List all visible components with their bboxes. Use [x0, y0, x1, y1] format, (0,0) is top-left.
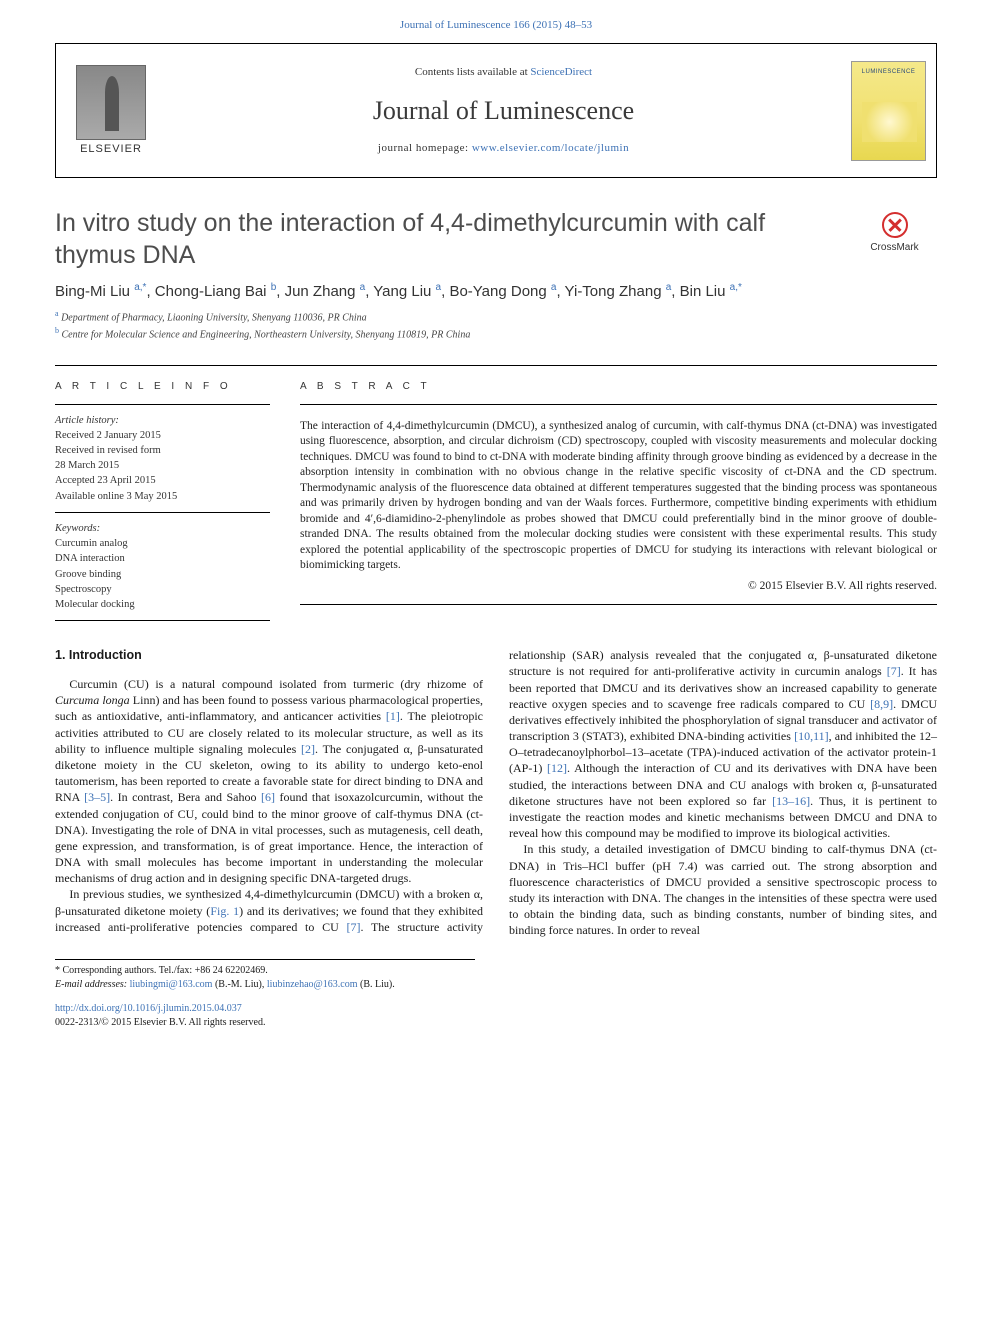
citation-link[interactable]: [3–5]	[84, 790, 110, 804]
info-divider-3	[55, 620, 270, 621]
abstract-divider-bottom	[300, 604, 937, 605]
history-label: Article history:	[55, 413, 270, 428]
citation-link[interactable]: [2]	[301, 742, 315, 756]
abstract-copyright: © 2015 Elsevier B.V. All rights reserved…	[300, 574, 937, 594]
article-history: Article history: Received 2 January 2015…	[55, 405, 270, 512]
body-paragraph: Curcumin (CU) is a natural compound isol…	[55, 676, 483, 886]
elsevier-logo: ELSEVIER	[56, 44, 166, 177]
homepage-pre: journal homepage:	[378, 142, 472, 154]
affil-text-b: Centre for Molecular Science and Enginee…	[62, 330, 471, 341]
corresponding-author: * Corresponding authors. Tel./fax: +86 2…	[55, 964, 475, 978]
homepage-link[interactable]: www.elsevier.com/locate/jlumin	[472, 142, 629, 154]
body-paragraph: In this study, a detailed investigation …	[509, 841, 937, 938]
email-who: (B. Liu).	[357, 979, 394, 990]
history-line: 28 March 2015	[55, 458, 270, 473]
journal-header: ELSEVIER Contents lists available at Sci…	[55, 43, 937, 178]
top-citation: Journal of Luminescence 166 (2015) 48–53	[0, 0, 992, 43]
issn-line: 0022-2313/© 2015 Elsevier B.V. All right…	[55, 1016, 937, 1030]
doi-link[interactable]: http://dx.doi.org/10.1016/j.jlumin.2015.…	[55, 1003, 242, 1014]
affil-text-a: Department of Pharmacy, Liaoning Univers…	[61, 312, 367, 323]
email-label: E-mail addresses:	[55, 979, 130, 990]
keywords-block: Keywords: Curcumin analog DNA interactio…	[55, 513, 270, 620]
keywords-label: Keywords:	[55, 521, 270, 536]
citation-link[interactable]: [6]	[261, 790, 275, 804]
citation-link[interactable]: [7]	[887, 664, 901, 678]
crossmark-icon	[882, 212, 908, 238]
email-link[interactable]: liubingmi@163.com	[130, 979, 213, 990]
journal-name: Journal of Luminescence	[166, 93, 841, 129]
abstract-column: A B S T R A C T The interaction of 4,4-d…	[300, 366, 937, 622]
crossmark-label: CrossMark	[870, 242, 918, 253]
article-info-head: A R T I C L E I N F O	[55, 366, 270, 404]
footnotes: * Corresponding authors. Tel./fax: +86 2…	[55, 959, 475, 992]
affiliation-b: b Centre for Molecular Science and Engin…	[55, 325, 937, 342]
affil-mark-b: b	[55, 326, 59, 335]
cover-thumb	[841, 44, 936, 177]
article-info-column: A R T I C L E I N F O Article history: R…	[55, 366, 270, 622]
keyword: Groove binding	[55, 567, 270, 582]
citation-link[interactable]: [8,9]	[870, 697, 893, 711]
contents-pre: Contents lists available at	[415, 66, 530, 78]
abstract-text: The interaction of 4,4-dimethylcurcumin …	[300, 405, 937, 574]
history-line: Available online 3 May 2015	[55, 489, 270, 504]
history-line: Received 2 January 2015	[55, 428, 270, 443]
email-link[interactable]: liubinzehao@163.com	[267, 979, 358, 990]
header-center: Contents lists available at ScienceDirec…	[166, 44, 841, 177]
contents-line: Contents lists available at ScienceDirec…	[166, 65, 841, 80]
elsevier-tree-icon	[76, 65, 146, 140]
article-title: In vitro study on the interaction of 4,4…	[55, 208, 832, 271]
email-who: (B.-M. Liu),	[212, 979, 266, 990]
abstract-head: A B S T R A C T	[300, 366, 937, 404]
homepage-line: journal homepage: www.elsevier.com/locat…	[166, 141, 841, 156]
citation-link[interactable]: [10,11]	[794, 729, 829, 743]
sciencedirect-link[interactable]: ScienceDirect	[530, 66, 592, 78]
citation-link[interactable]: [13–16]	[772, 794, 810, 808]
keyword: Curcumin analog	[55, 536, 270, 551]
top-citation-link[interactable]: Journal of Luminescence 166 (2015) 48–53	[400, 19, 592, 31]
elsevier-text: ELSEVIER	[80, 142, 142, 157]
cover-image	[851, 61, 926, 161]
crossmark-badge[interactable]: CrossMark	[852, 212, 937, 255]
doi-block: http://dx.doi.org/10.1016/j.jlumin.2015.…	[55, 1002, 937, 1030]
citation-link[interactable]: [1]	[386, 709, 400, 723]
citation-link[interactable]: [12]	[547, 761, 567, 775]
citation-link[interactable]: [7]	[346, 920, 360, 934]
section-heading: 1. Introduction	[55, 647, 483, 664]
body-text: 1. Introduction Curcumin (CU) is a natur…	[55, 647, 937, 938]
email-line: E-mail addresses: liubingmi@163.com (B.-…	[55, 978, 475, 992]
affil-mark-a: a	[55, 309, 59, 318]
figure-link[interactable]: Fig. 1	[210, 904, 239, 918]
keyword: Molecular docking	[55, 597, 270, 612]
affiliation-a: a Department of Pharmacy, Liaoning Unive…	[55, 308, 937, 325]
keyword: DNA interaction	[55, 551, 270, 566]
history-line: Accepted 23 April 2015	[55, 473, 270, 488]
keyword: Spectroscopy	[55, 582, 270, 597]
history-line: Received in revised form	[55, 443, 270, 458]
authors: Bing-Mi Liu a,*, Chong-Liang Bai b, Jun …	[55, 281, 937, 302]
